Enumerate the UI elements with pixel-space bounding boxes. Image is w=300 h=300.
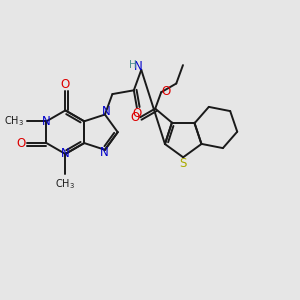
Text: O: O	[130, 111, 140, 124]
Text: N: N	[100, 146, 108, 159]
Text: N: N	[61, 148, 70, 160]
Text: S: S	[179, 157, 187, 170]
Text: N: N	[42, 115, 51, 128]
Text: O: O	[132, 107, 142, 120]
Text: N: N	[134, 60, 143, 74]
Text: CH$_3$: CH$_3$	[55, 178, 75, 191]
Text: O: O	[61, 78, 70, 92]
Text: H: H	[130, 60, 137, 70]
Text: O: O	[16, 136, 26, 150]
Text: N: N	[101, 105, 110, 118]
Text: CH$_3$: CH$_3$	[4, 114, 24, 128]
Text: O: O	[161, 85, 171, 98]
